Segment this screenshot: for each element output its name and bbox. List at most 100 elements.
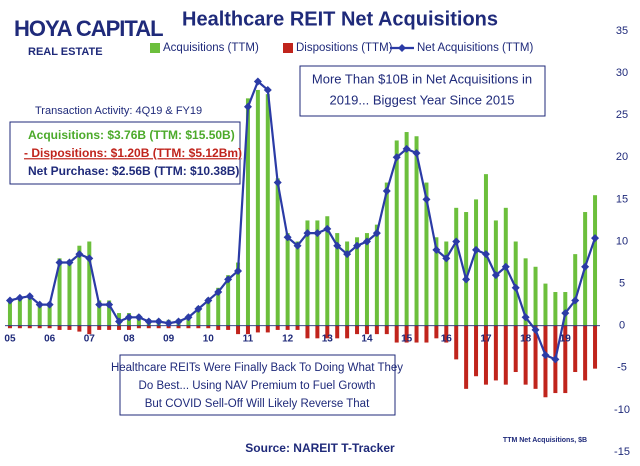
line-marker (134, 313, 143, 322)
x-tick-label: 10 (203, 333, 215, 344)
bar (454, 325, 459, 360)
bar (384, 325, 389, 335)
line-marker (313, 229, 322, 238)
line-marker (263, 85, 272, 94)
legend-swatch (150, 43, 160, 53)
bar (216, 287, 221, 326)
line-marker (124, 313, 133, 322)
line-marker (481, 250, 490, 259)
bar (67, 325, 72, 330)
bar (117, 325, 122, 330)
bar (156, 325, 161, 329)
bar (533, 325, 538, 389)
y-tick-label: -5 (617, 362, 627, 374)
line-marker (442, 254, 451, 263)
bar (474, 325, 479, 377)
plot-area (5, 77, 600, 398)
line-marker (15, 293, 24, 302)
line-marker (541, 351, 550, 360)
note-text: Do Best... Using NAV Premium to Fuel Gro… (139, 380, 376, 392)
bar (97, 300, 102, 326)
bar (345, 325, 350, 339)
bar (444, 325, 449, 343)
bar (47, 302, 52, 326)
bar (364, 325, 369, 335)
bar (374, 325, 379, 335)
bar (206, 297, 211, 326)
bar (563, 325, 568, 394)
bar (374, 224, 379, 326)
line-marker (204, 296, 213, 305)
line-marker (591, 234, 600, 243)
bar (503, 325, 508, 385)
bar (206, 325, 211, 329)
line-marker (382, 186, 391, 195)
x-tick-label: 19 (560, 333, 572, 344)
line-marker (65, 258, 74, 267)
line-marker (581, 262, 590, 271)
bar (523, 258, 528, 326)
line-marker (422, 195, 431, 204)
line-marker (491, 271, 500, 280)
bar (196, 306, 201, 326)
line-marker (571, 296, 580, 305)
y-tick-label: 25 (616, 109, 628, 121)
x-tick-label: 09 (163, 333, 175, 344)
line-marker (412, 149, 421, 158)
line-marker (35, 300, 44, 309)
line-marker (194, 304, 203, 313)
x-tick-label: 06 (44, 333, 56, 344)
x-tick-label: 08 (123, 333, 135, 344)
note-text: But COVID Sell-Off Will Likely Reverse T… (145, 398, 370, 410)
line-marker (45, 300, 54, 309)
bar (315, 325, 320, 339)
bar (226, 275, 231, 326)
legend-label: Acquisitions (TTM) (163, 42, 259, 54)
line-marker (521, 313, 530, 322)
y-tick-label: 35 (616, 25, 628, 37)
x-tick-label: 17 (480, 333, 492, 344)
line-marker (253, 77, 262, 86)
bar (255, 325, 260, 333)
bar (275, 178, 280, 326)
line-marker (164, 319, 173, 328)
line-marker (353, 241, 362, 250)
activity-text: - Dispositions: $1.20B (TTM: $5.12Bm) (24, 146, 242, 160)
x-tick-label: 18 (520, 333, 532, 344)
bar (563, 292, 568, 326)
line-marker (105, 300, 114, 309)
x-tick-label: 12 (282, 333, 294, 344)
bar (295, 325, 300, 330)
bar (543, 325, 548, 398)
bar (384, 182, 389, 326)
bar (236, 262, 241, 326)
bar (394, 140, 399, 326)
bar (434, 237, 439, 326)
x-tick-label: 16 (441, 333, 453, 344)
bar (474, 199, 479, 326)
bar (335, 233, 340, 326)
bar (77, 245, 82, 326)
bar (265, 325, 270, 333)
line-marker (273, 178, 282, 187)
bar (424, 325, 429, 343)
y-tick-label: 10 (616, 235, 628, 247)
line-marker (462, 275, 471, 284)
bar (394, 325, 399, 343)
line-marker (115, 317, 124, 326)
line-marker (402, 144, 411, 153)
line-marker (154, 317, 163, 326)
bar (305, 325, 310, 339)
bar (17, 296, 22, 326)
bar (255, 89, 260, 326)
bar (196, 325, 201, 329)
bar (27, 325, 32, 329)
line-marker (5, 296, 14, 305)
logo-text: HOYA CAPITAL (14, 16, 163, 41)
bar (295, 241, 300, 326)
line-marker (531, 325, 540, 334)
note-text: More Than $10B in Net Acquisitions in (312, 71, 532, 86)
bar (464, 325, 469, 389)
bar (583, 325, 588, 381)
bar (17, 325, 22, 329)
